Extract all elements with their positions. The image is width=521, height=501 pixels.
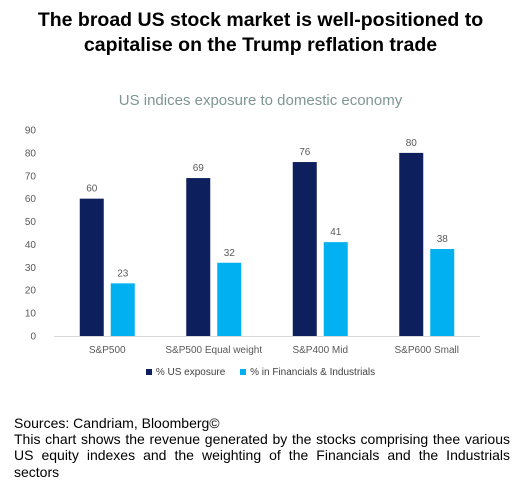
y-tick-label-70: 70 bbox=[25, 171, 37, 182]
bar-us-exposure-s-p500 bbox=[79, 198, 104, 336]
y-tick-label-20: 20 bbox=[25, 286, 37, 297]
bar-in-financials-industrials-s-p400-mid bbox=[323, 242, 348, 336]
legend: % US exposure % in Financials & Industri… bbox=[0, 367, 521, 378]
x-tick-label-s-p500: S&P500 bbox=[89, 345, 126, 356]
y-tick-label-90: 90 bbox=[25, 126, 37, 137]
data-label-us-exposure-s-p500: 60 bbox=[86, 184, 98, 195]
bar-in-financials-industrials-s-p500 bbox=[110, 283, 135, 336]
legend-item-us-exposure: % US exposure bbox=[145, 367, 226, 378]
y-tick-label-50: 50 bbox=[25, 217, 37, 228]
y-tick-label-80: 80 bbox=[25, 148, 37, 159]
headline: The broad US stock market is well-positi… bbox=[37, 9, 484, 56]
x-tick-label-s-p500-equal-weight: S&P500 Equal weight bbox=[165, 345, 262, 356]
data-label-us-exposure-s-p500-equal-weight: 69 bbox=[193, 163, 205, 174]
data-label-in-financials-industrials-s-p600-small: 38 bbox=[437, 234, 449, 245]
footer: Sources: Candriam, Bloomberg© This chart… bbox=[14, 415, 510, 480]
chart-title: US indices exposure to domestic economy bbox=[118, 92, 403, 109]
y-tick-label-60: 60 bbox=[25, 194, 37, 205]
bar-us-exposure-s-p400-mid bbox=[292, 162, 317, 336]
y-tick-label-10: 10 bbox=[25, 309, 37, 320]
description-text: This chart shows the revenue generated b… bbox=[14, 431, 510, 480]
bar-in-financials-industrials-s-p600-small bbox=[430, 249, 455, 336]
y-tick-label-30: 30 bbox=[25, 263, 37, 274]
y-tick-label-40: 40 bbox=[25, 240, 37, 251]
bar-in-financials-industrials-s-p500-equal-weight bbox=[217, 262, 242, 336]
legend-swatch-us-exposure bbox=[145, 369, 152, 376]
data-label-us-exposure-s-p600-small: 80 bbox=[406, 138, 418, 149]
data-label-in-financials-industrials-s-p500: 23 bbox=[117, 268, 129, 279]
y-tick-label-0: 0 bbox=[30, 332, 36, 343]
data-label-us-exposure-s-p400-mid: 76 bbox=[299, 147, 311, 158]
data-label-in-financials-industrials-s-p400-mid: 41 bbox=[330, 227, 342, 238]
legend-label-financials-industrials: % in Financials & Industrials bbox=[250, 367, 376, 378]
data-label-in-financials-industrials-s-p500-equal-weight: 32 bbox=[224, 248, 236, 259]
x-tick-label-s-p600-small: S&P600 Small bbox=[395, 345, 459, 356]
legend-item-financials-industrials: % in Financials & Industrials bbox=[240, 367, 375, 378]
legend-swatch-financials-industrials bbox=[240, 369, 247, 376]
x-tick-label-s-p400-mid: S&P400 Mid bbox=[292, 345, 348, 356]
legend-label-us-exposure: % US exposure bbox=[155, 367, 226, 378]
bar-us-exposure-s-p600-small bbox=[399, 152, 424, 336]
bar-us-exposure-s-p500-equal-weight bbox=[186, 178, 211, 336]
sources-text: Sources: Candriam, Bloomberg© bbox=[14, 415, 220, 431]
bar-chart: 0 10 20 30 40 50 60 70 80 90 60 23 S&P500 69 32 S&P500 … bbox=[25, 126, 480, 356]
